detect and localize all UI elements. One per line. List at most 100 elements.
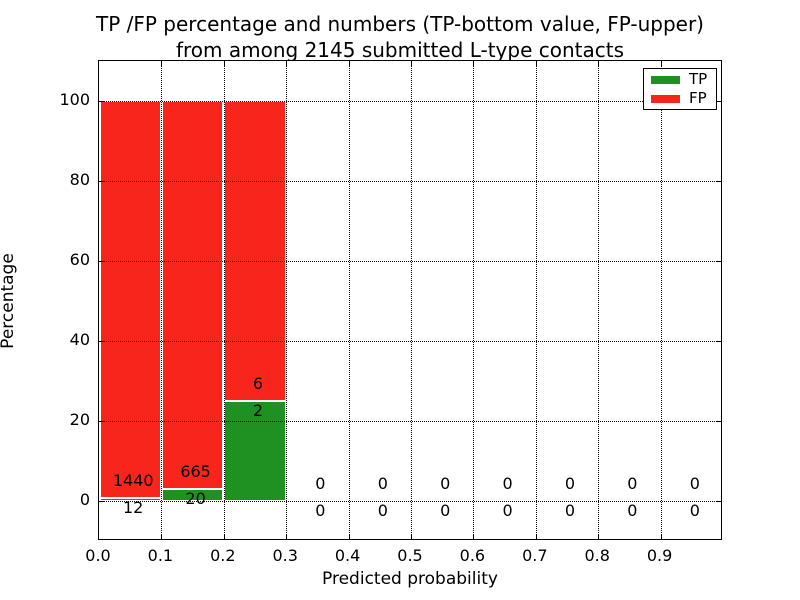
- x-gridline: [660, 61, 662, 539]
- y-tick-right: [716, 181, 721, 182]
- legend-label-tp: TP: [689, 70, 708, 88]
- y-tick-right: [716, 261, 721, 262]
- x-tick-bottom: [535, 534, 537, 539]
- y-gridline: [99, 101, 721, 102]
- y-tick-right: [716, 421, 721, 422]
- x-tick-label: 0.2: [210, 546, 236, 565]
- y-tick-right: [716, 501, 721, 502]
- x-tick-bottom: [598, 534, 600, 539]
- y-tick-left: [99, 101, 104, 102]
- fp-bar-segment: [224, 101, 286, 401]
- tp-count-label: 12: [123, 497, 144, 517]
- x-tick-label: 0.7: [522, 546, 548, 565]
- fp-count-label: 1440: [112, 470, 154, 490]
- y-gridline: [99, 181, 721, 182]
- x-gridline: [598, 61, 600, 539]
- x-tick-bottom: [660, 534, 662, 539]
- plot-area: [98, 60, 722, 540]
- fp-count-label: 0: [440, 474, 451, 493]
- x-tick-label: 0.1: [147, 546, 174, 565]
- chart-title-line2: from among 2145 submitted L-type contact…: [175, 38, 625, 62]
- legend-row: FP: [651, 91, 709, 106]
- legend-label-fp: FP: [689, 89, 707, 107]
- y-tick-right: [716, 101, 721, 102]
- legend-swatch-tp: [651, 75, 680, 84]
- x-tick-bottom: [223, 534, 225, 539]
- fp-bar-segment: [99, 101, 161, 498]
- legend: TP FP: [643, 68, 717, 110]
- x-tick-top: [286, 61, 288, 66]
- y-gridline: [99, 261, 721, 262]
- x-tick-bottom: [161, 534, 163, 539]
- x-tick-bottom: [286, 534, 288, 539]
- legend-row: TP: [651, 72, 709, 87]
- tp-count-label: 0: [689, 501, 700, 520]
- x-tick-label: 0.9: [646, 546, 673, 565]
- x-tick-top: [535, 61, 537, 66]
- y-gridline: [99, 341, 721, 342]
- x-gridline: [535, 61, 537, 539]
- y-tick-left: [99, 261, 104, 262]
- y-gridline: [99, 421, 721, 422]
- x-tick-top: [161, 61, 163, 66]
- tp-bar-segment: [224, 401, 286, 501]
- x-tick-top: [660, 61, 662, 66]
- x-tick-top: [473, 61, 475, 66]
- x-tick-label: 0.3: [272, 546, 298, 565]
- x-tick-top: [348, 61, 350, 66]
- x-gridline: [223, 61, 225, 539]
- x-tick-top: [598, 61, 600, 66]
- tp-bar-segment: [99, 497, 161, 501]
- x-tick-top: [223, 61, 225, 66]
- x-gridline: [348, 61, 350, 539]
- x-tick-bottom: [348, 534, 350, 539]
- y-tick-left: [99, 421, 104, 422]
- tp-count-label: 2: [252, 401, 264, 420]
- y-tick-left: [99, 181, 104, 182]
- fp-count-label: 0: [315, 474, 326, 493]
- fp-bar-segment: [161, 101, 224, 490]
- fp-count-label: 0: [689, 474, 700, 493]
- y-tick-left: [99, 341, 104, 342]
- x-tick-label: 0.4: [334, 546, 361, 565]
- fp-count-label: 0: [377, 474, 388, 493]
- tp-count-label: 0: [627, 501, 638, 520]
- tp-count-label: 0: [440, 501, 451, 520]
- y-tick-label: 100: [59, 90, 90, 109]
- chart-title: TP /FP percentage and numbers (TP-bottom…: [0, 11, 800, 63]
- x-gridline: [473, 61, 475, 539]
- x-tick-label: 0.0: [85, 546, 111, 565]
- x-axis-label: Predicted probability: [322, 569, 498, 589]
- x-tick-top: [411, 61, 412, 66]
- fp-count-label: 665: [180, 462, 211, 482]
- tp-count-label: 0: [564, 501, 576, 520]
- y-axis-label: Percentage: [0, 253, 18, 349]
- x-tick-bottom: [473, 534, 475, 539]
- y-tick-label: 0: [79, 490, 90, 509]
- x-tick-bottom: [411, 534, 412, 539]
- x-gridline: [286, 61, 288, 539]
- tp-bar-segment: [161, 489, 224, 501]
- tp-count-label: 20: [185, 489, 206, 509]
- y-tick-label: 40: [69, 330, 90, 349]
- x-gridline: [161, 61, 163, 539]
- y-tick-left: [99, 501, 104, 502]
- fp-count-label: 0: [564, 474, 576, 493]
- chart-title-line1: TP /FP percentage and numbers (TP-bottom…: [96, 12, 704, 36]
- y-tick-label: 20: [69, 410, 90, 429]
- x-tick-label: 0.8: [584, 546, 610, 565]
- y-tick-label: 60: [69, 250, 90, 269]
- fp-count-label: 6: [252, 374, 264, 393]
- y-gridline: [99, 501, 721, 502]
- tp-count-label: 0: [315, 501, 326, 520]
- legend-swatch-fp: [651, 94, 680, 103]
- tp-count-label: 0: [377, 501, 388, 520]
- tp-count-label: 0: [502, 501, 513, 520]
- x-tick-label: 0.6: [459, 546, 486, 565]
- x-gridline: [411, 61, 412, 539]
- x-tick-label: 0.5: [397, 546, 423, 565]
- fp-count-label: 0: [502, 474, 513, 493]
- y-tick-right: [716, 341, 721, 342]
- y-tick-label: 80: [69, 170, 90, 189]
